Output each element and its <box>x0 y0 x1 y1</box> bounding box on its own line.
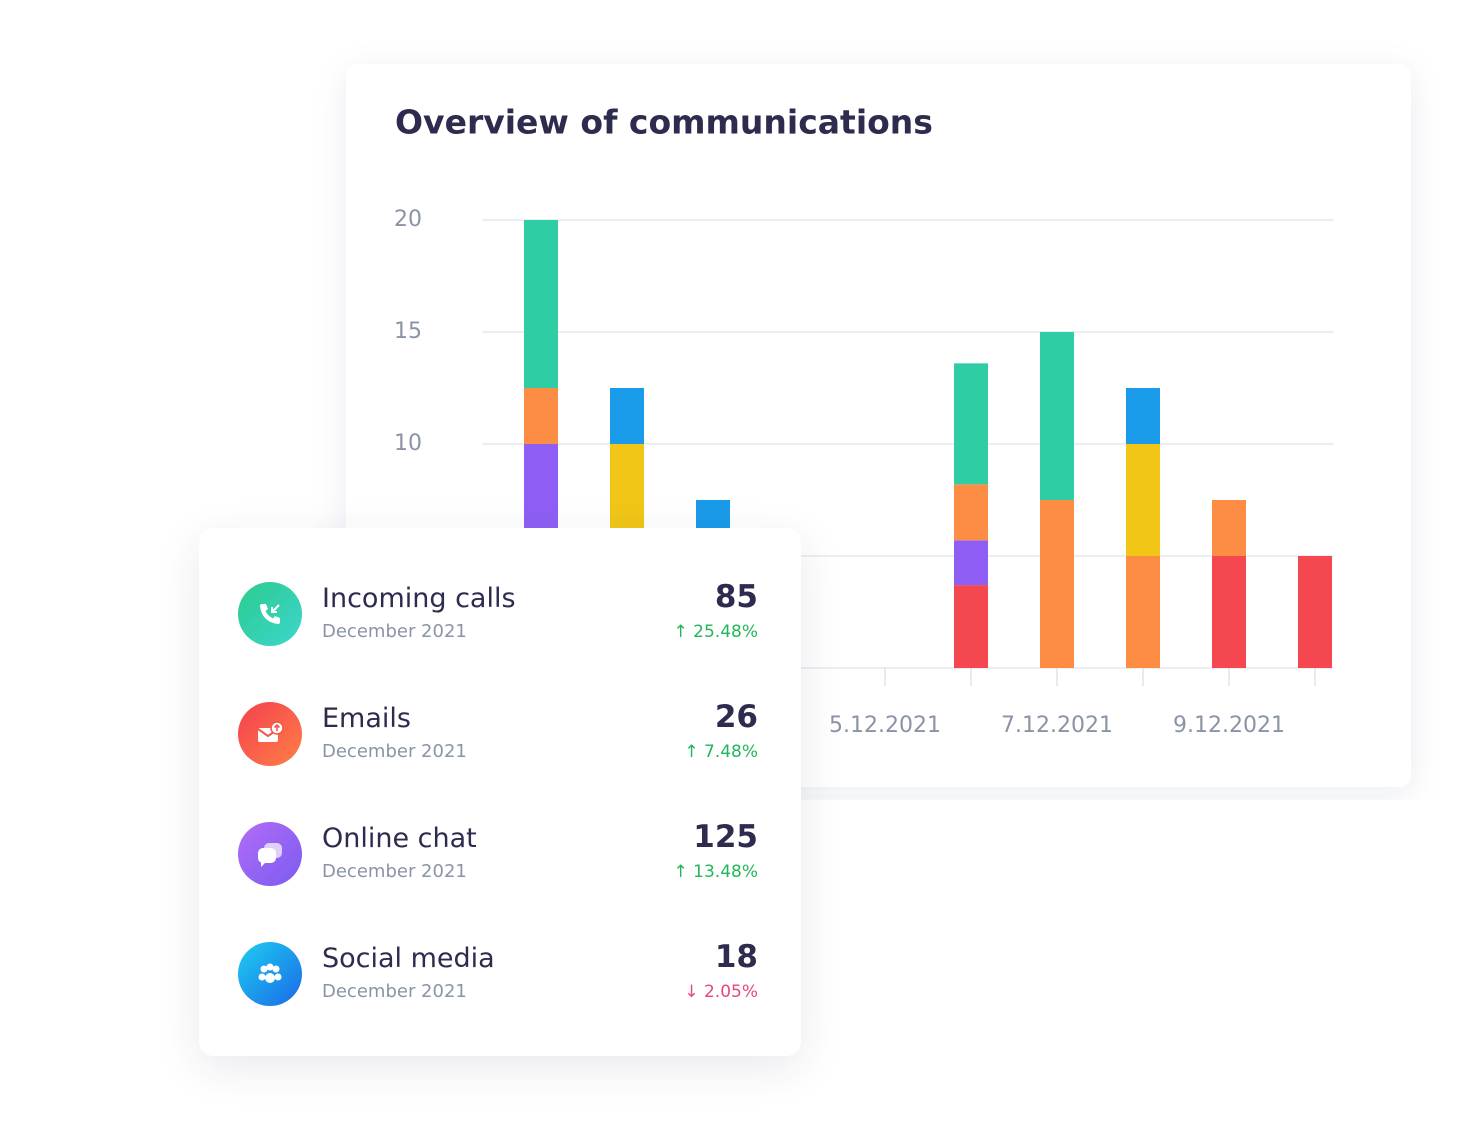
stat-change: ↑ 25.48% <box>674 620 758 644</box>
bar-segment <box>610 388 644 444</box>
icon <box>238 582 302 646</box>
stat-total: 85 <box>714 579 758 615</box>
stat-name: Online chat <box>322 823 477 854</box>
bar-segment <box>1126 556 1160 668</box>
stat-row: Social media December 2021 18 ↓ 2.05% <box>199 939 801 1006</box>
chart-title: Overview of communications <box>395 103 933 142</box>
y-tick-label: 10 <box>394 431 422 456</box>
icon <box>238 942 302 1006</box>
stat-total: 18 <box>714 939 758 975</box>
change-value: 2.05% <box>703 982 758 1002</box>
x-tick-label: 9.12.2021 <box>1173 713 1285 738</box>
bar-segment <box>524 220 558 388</box>
icon <box>238 822 302 886</box>
y-tick-label: 15 <box>394 319 422 344</box>
icon <box>238 702 302 766</box>
stat-change: ↑ 7.48% <box>684 740 758 764</box>
stat-period: December 2021 <box>322 741 467 762</box>
bar-segment <box>1212 556 1246 668</box>
bar-segment <box>1126 444 1160 556</box>
x-tick-label: 7.12.2021 <box>1001 713 1113 738</box>
stat-period: December 2021 <box>322 861 467 882</box>
stat-name: Social media <box>322 943 495 974</box>
bar-segment <box>1040 332 1074 500</box>
bar-segment <box>954 585 988 668</box>
trend-arrow: ↑ <box>684 742 699 762</box>
trend-arrow: ↑ <box>673 622 688 642</box>
change-value: 25.48% <box>693 622 758 642</box>
stat-total: 26 <box>714 699 758 735</box>
stat-total: 125 <box>693 819 758 855</box>
trend-arrow: ↑ <box>673 862 688 882</box>
stat-row: Online chat December 2021 125 ↑ 13.48% <box>199 819 801 886</box>
bar-segment <box>1126 388 1160 444</box>
bar-segment <box>1298 556 1332 668</box>
stat-change: ↓ 2.05% <box>684 980 758 1004</box>
bar-segment <box>954 484 988 541</box>
stat-name: Incoming calls <box>322 583 516 614</box>
y-tick-label: 20 <box>394 207 422 232</box>
x-tick-label: 5.12.2021 <box>829 713 941 738</box>
stat-period: December 2021 <box>322 621 467 642</box>
trend-arrow: ↓ <box>684 982 699 1002</box>
bar-segment <box>1212 500 1246 556</box>
stat-row: Emails December 2021 26 ↑ 7.48% <box>199 699 801 766</box>
stat-period: December 2021 <box>322 981 467 1002</box>
stat-name: Emails <box>322 703 411 734</box>
bar-segment <box>1040 500 1074 668</box>
stats-card: Incoming calls December 2021 85 ↑ 25.48%… <box>199 528 801 1056</box>
change-value: 13.48% <box>693 862 758 882</box>
bar-segment <box>524 388 558 444</box>
bar-segment <box>954 363 988 485</box>
change-value: 7.48% <box>703 742 758 762</box>
stat-change: ↑ 13.48% <box>674 860 758 884</box>
stat-row: Incoming calls December 2021 85 ↑ 25.48% <box>199 579 801 646</box>
bar-segment <box>954 540 988 586</box>
